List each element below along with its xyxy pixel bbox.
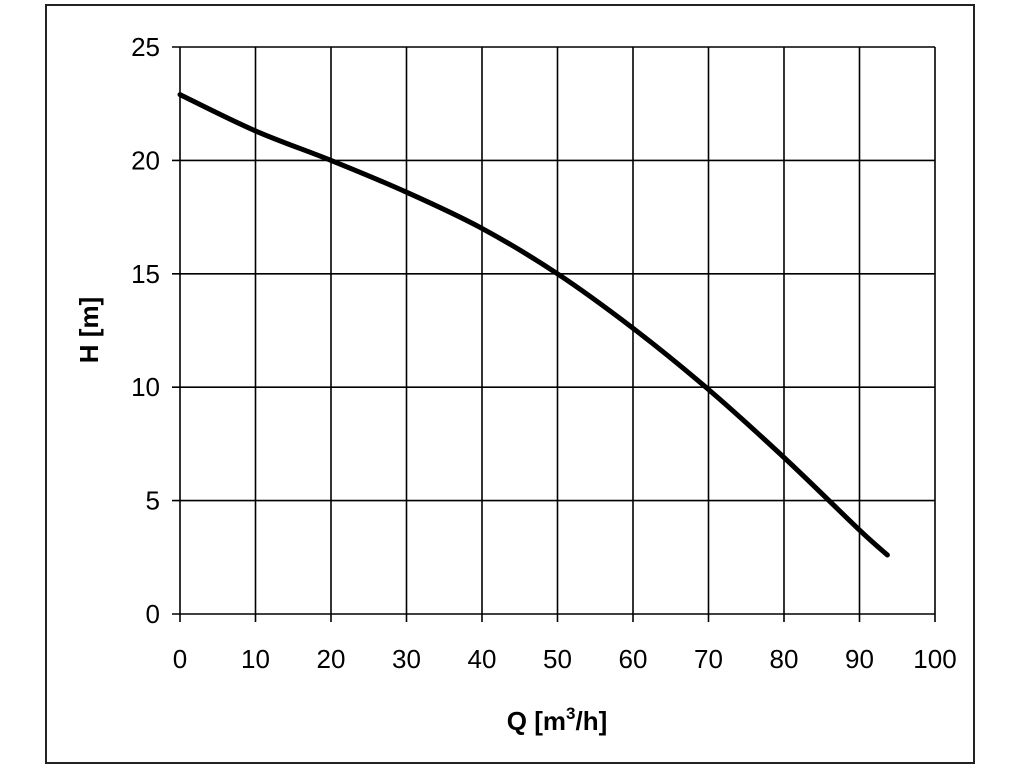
x-tick-label-30: 30: [392, 644, 421, 674]
x-axis-label-superscript: 3: [566, 704, 575, 723]
series-line-0: [177, 92, 890, 558]
chart-frame: [45, 4, 975, 764]
y-tick-label-10: 10: [131, 372, 160, 402]
y-tick-label-25: 25: [131, 32, 160, 62]
y-tick-label-20: 20: [131, 145, 160, 175]
x-tick-label-20: 20: [317, 644, 346, 674]
y-axis-label: H [m]: [74, 297, 104, 363]
x-axis-label-main: Q [m: [507, 706, 566, 736]
grid: [172, 46, 936, 622]
x-axis-label: Q [m3/h]: [507, 704, 607, 736]
tick-labels: 0 10 20 30 40 50 60 70 80 90 100 0 5 10 15 20 25: [131, 32, 957, 674]
x-tick-label-40: 40: [468, 644, 497, 674]
series-layer: [177, 92, 890, 558]
y-tick-label-0: 0: [146, 599, 160, 629]
x-tick-label-0: 0: [173, 644, 187, 674]
x-tick-label-60: 60: [619, 644, 648, 674]
x-tick-label-10: 10: [241, 644, 270, 674]
x-axis-label-tail: /h]: [575, 706, 607, 736]
x-tick-label-50: 50: [543, 644, 572, 674]
x-tick-label-80: 80: [770, 644, 799, 674]
x-tick-label-90: 90: [845, 644, 874, 674]
x-tick-label-100: 100: [913, 644, 956, 674]
y-tick-label-15: 15: [131, 259, 160, 289]
y-tick-label-5: 5: [146, 486, 160, 516]
x-tick-label-70: 70: [694, 644, 723, 674]
